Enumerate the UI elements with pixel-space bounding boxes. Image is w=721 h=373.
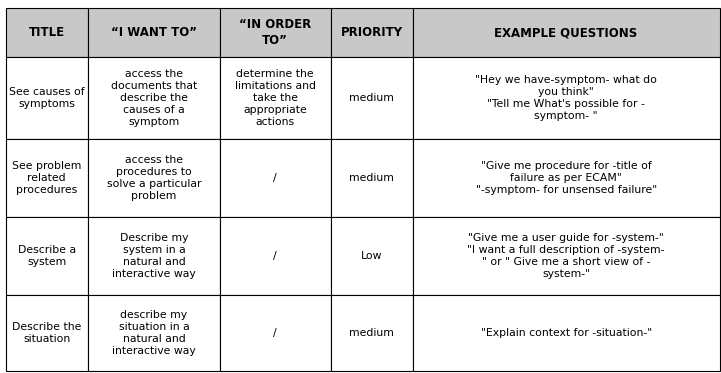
Text: "Give me a user guide for -system-"
"I want a full description of -system-
" or : "Give me a user guide for -system-" "I w… bbox=[467, 233, 665, 279]
Text: "Give me procedure for -title of
failure as per ECAM"
"-symptom- for unsensed fa: "Give me procedure for -title of failure… bbox=[476, 161, 657, 195]
Bar bbox=[6, 57, 88, 139]
Text: medium: medium bbox=[349, 173, 394, 183]
Bar bbox=[330, 139, 412, 217]
Text: Low: Low bbox=[360, 251, 382, 261]
Text: /: / bbox=[273, 251, 277, 261]
Text: EXAMPLE QUESTIONS: EXAMPLE QUESTIONS bbox=[495, 26, 637, 39]
Bar bbox=[412, 8, 720, 57]
Text: Describe the
situation: Describe the situation bbox=[12, 322, 81, 344]
Text: "Explain context for -situation-": "Explain context for -situation-" bbox=[480, 328, 652, 338]
Bar bbox=[88, 217, 220, 295]
Bar bbox=[88, 295, 220, 371]
Bar bbox=[412, 57, 720, 139]
Text: “IN ORDER
TO”: “IN ORDER TO” bbox=[239, 18, 311, 47]
Bar bbox=[6, 8, 88, 57]
Bar bbox=[412, 295, 720, 371]
Bar bbox=[220, 217, 330, 295]
Bar bbox=[220, 8, 330, 57]
Text: /: / bbox=[273, 328, 277, 338]
Bar bbox=[88, 57, 220, 139]
Bar bbox=[330, 217, 412, 295]
Text: Describe a
system: Describe a system bbox=[18, 245, 76, 267]
Bar bbox=[220, 295, 330, 371]
Text: “I WANT TO”: “I WANT TO” bbox=[111, 26, 197, 39]
Bar bbox=[412, 139, 720, 217]
Bar bbox=[330, 295, 412, 371]
Text: "Hey we have-symptom- what do
you think"
"Tell me What's possible for -
symptom-: "Hey we have-symptom- what do you think"… bbox=[475, 75, 657, 121]
Bar bbox=[330, 57, 412, 139]
Text: access the
procedures to
solve a particular
problem: access the procedures to solve a particu… bbox=[107, 155, 201, 201]
Text: TITLE: TITLE bbox=[29, 26, 65, 39]
Text: /: / bbox=[273, 173, 277, 183]
Bar bbox=[88, 139, 220, 217]
Bar bbox=[330, 8, 412, 57]
Bar bbox=[412, 217, 720, 295]
Bar bbox=[6, 139, 88, 217]
Text: See causes of
symptoms: See causes of symptoms bbox=[9, 87, 84, 109]
Bar bbox=[88, 8, 220, 57]
Text: medium: medium bbox=[349, 93, 394, 103]
Text: access the
documents that
describe the
causes of a
symptom: access the documents that describe the c… bbox=[111, 69, 197, 127]
Text: See problem
related
procedures: See problem related procedures bbox=[12, 161, 81, 195]
Text: medium: medium bbox=[349, 328, 394, 338]
Bar bbox=[6, 295, 88, 371]
Text: PRIORITY: PRIORITY bbox=[340, 26, 402, 39]
Bar bbox=[6, 217, 88, 295]
Text: determine the
limitations and
take the
appropriate
actions: determine the limitations and take the a… bbox=[235, 69, 316, 127]
Text: Describe my
system in a
natural and
interactive way: Describe my system in a natural and inte… bbox=[112, 233, 196, 279]
Bar bbox=[220, 139, 330, 217]
Text: describe my
situation in a
natural and
interactive way: describe my situation in a natural and i… bbox=[112, 310, 196, 356]
Bar bbox=[220, 57, 330, 139]
